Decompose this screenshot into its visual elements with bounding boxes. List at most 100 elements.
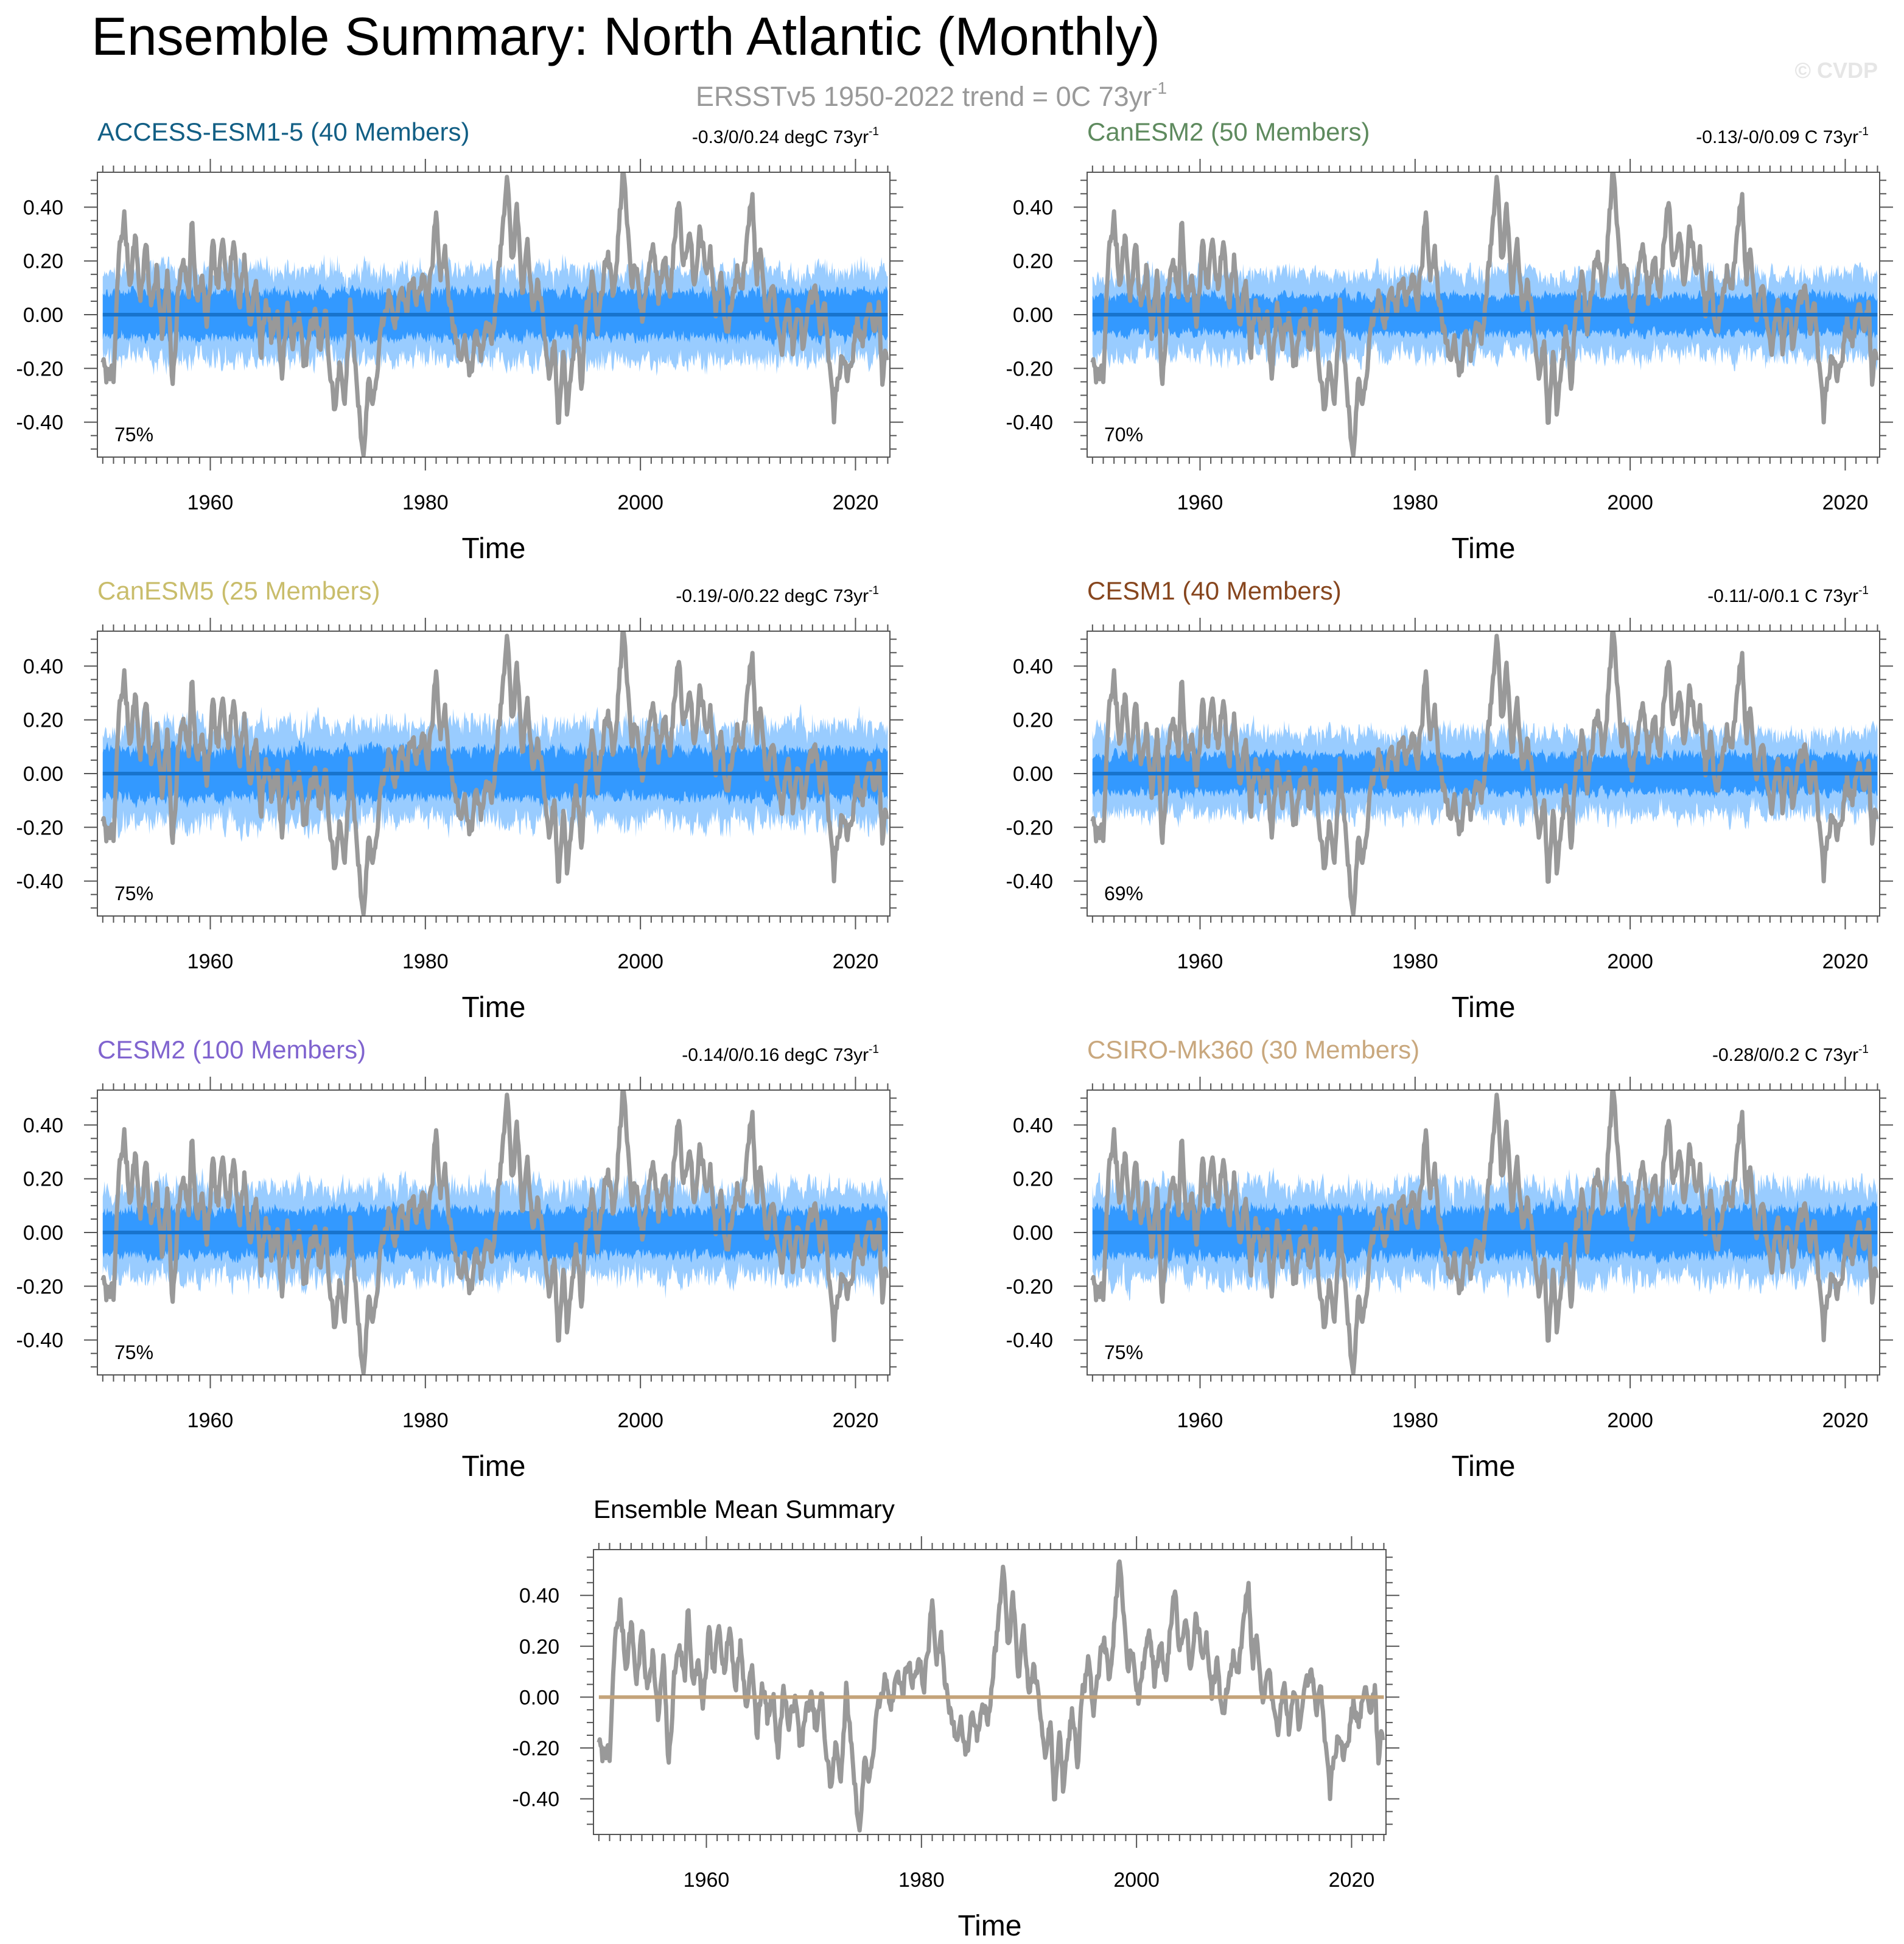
y-tick-label: 0.00 <box>23 1222 63 1245</box>
y-tick-label: 0.00 <box>23 763 63 786</box>
x-tick-label: 1980 <box>402 491 449 514</box>
y-tick-label: -0.20 <box>1006 1275 1054 1298</box>
plot-area <box>1090 172 1879 457</box>
panel-title: ACCESS-ESM1-5 (40 Members) <box>97 117 469 146</box>
figure-subtitle-main: ERSSTv5 1950-2022 trend = 0C 73yr <box>696 81 1152 112</box>
x-tick-label: 2000 <box>1607 950 1653 973</box>
x-tick-label: 2000 <box>1607 1409 1653 1432</box>
y-tick-label: -0.40 <box>1006 411 1054 435</box>
trend-label: -0.3/0/0.24 degC 73yr-1 <box>692 125 879 147</box>
figure-title: Ensemble Summary: North Atlantic (Monthl… <box>91 6 1160 66</box>
y-tick-label: -0.40 <box>16 411 64 435</box>
y-tick-label: 0.40 <box>1013 196 1053 219</box>
plot-area <box>100 1090 889 1375</box>
panel-canesm2: 0.40 0.20 0.00 -0.20 -0.40 1960 1980 2000 2020 Ti… <box>1006 117 1893 565</box>
x-axis-label: Time <box>462 991 526 1024</box>
panel-title: CESM1 (40 Members) <box>1087 576 1342 605</box>
x-axis-label: Time <box>1452 1450 1516 1483</box>
x-tick-label: 2020 <box>1822 950 1869 973</box>
y-tick-label: 0.40 <box>23 655 63 678</box>
trend-label-main: -0.11/-0/0.1 C 73yr <box>1707 586 1858 606</box>
trend-label: -0.13/-0/0.09 C 73yr-1 <box>1696 125 1869 147</box>
plot-area <box>597 1559 1385 1833</box>
x-tick-label: 1980 <box>1392 1409 1438 1432</box>
panel-title: CanESM2 (50 Members) <box>1087 117 1370 146</box>
plot-area <box>100 631 889 916</box>
panel-ensemble-mean-summary: 0.40 0.20 0.00 -0.20 -0.40 1960 1980 2000 2020 Ti… <box>513 1495 1399 1942</box>
panel-access-esm1-5: 0.40 0.20 0.00 -0.20 -0.40 1960 1980 2000 2020 Ti… <box>16 117 903 565</box>
x-tick-label: 2020 <box>1822 491 1869 514</box>
y-tick-label: -0.20 <box>16 816 64 839</box>
x-tick-label: 2020 <box>833 950 879 973</box>
y-tick-label: 0.00 <box>1013 763 1053 786</box>
trend-label: -0.11/-0/0.1 C 73yr-1 <box>1707 584 1869 606</box>
panel-title: Ensemble Mean Summary <box>593 1495 895 1523</box>
x-tick-label: 2000 <box>617 1409 663 1432</box>
y-tick-label: -0.40 <box>513 1788 560 1811</box>
x-axis-label: Time <box>1452 533 1516 565</box>
percent-label: 75% <box>114 424 153 446</box>
x-tick-label: 1980 <box>1392 950 1438 973</box>
x-tick-label: 1960 <box>187 1409 234 1432</box>
x-tick-label: 2000 <box>617 491 663 514</box>
trend-label-sup: -1 <box>1858 125 1869 138</box>
trend-label-main: -0.13/-0/0.09 C 73yr <box>1696 127 1858 147</box>
x-tick-label: 2000 <box>1113 1869 1160 1892</box>
y-tick-label: -0.20 <box>16 1275 64 1298</box>
panel-title: CanESM5 (25 Members) <box>97 576 380 605</box>
x-tick-label: 1960 <box>1177 491 1223 514</box>
y-tick-label: 0.40 <box>23 196 63 219</box>
percent-label: 75% <box>1104 1341 1143 1363</box>
x-tick-label: 2000 <box>1607 491 1653 514</box>
x-axis-label: Time <box>462 1450 526 1483</box>
trend-label-main: -0.3/0/0.24 degC 73yr <box>692 127 869 147</box>
x-tick-label: 1980 <box>402 950 449 973</box>
plot-frame <box>593 1549 1387 1835</box>
plot-area <box>100 172 889 457</box>
y-tick-label: 0.20 <box>23 250 63 273</box>
y-tick-label: -0.40 <box>16 870 64 893</box>
x-tick-label: 1960 <box>1177 950 1223 973</box>
y-tick-label: -0.20 <box>16 357 64 380</box>
y-tick-label: 0.40 <box>1013 655 1053 678</box>
y-tick-label: -0.20 <box>1006 357 1054 380</box>
x-tick-label: 1960 <box>684 1869 730 1892</box>
percent-label: 69% <box>1104 883 1143 904</box>
panel-title: CESM2 (100 Members) <box>97 1035 366 1064</box>
x-tick-label: 1960 <box>187 950 234 973</box>
y-tick-label: -0.40 <box>1006 870 1054 893</box>
x-axis-label: Time <box>1452 991 1516 1024</box>
figure-subtitle: ERSSTv5 1950-2022 trend = 0C 73yr-1 <box>696 79 1167 112</box>
trend-label-main: -0.19/-0/0.22 degC 73yr <box>676 586 869 606</box>
y-tick-label: 0.20 <box>519 1635 559 1659</box>
y-tick-label: 0.00 <box>519 1686 559 1709</box>
plot-area <box>1090 631 1879 916</box>
y-tick-label: 0.00 <box>1013 304 1053 327</box>
x-tick-label: 1980 <box>402 1409 449 1432</box>
panel-cesm2: 0.40 0.20 0.00 -0.20 -0.40 1960 1980 2000 2020 Ti… <box>16 1035 903 1483</box>
cvdp-watermark: © CVDP <box>1794 58 1878 83</box>
y-tick-label: 0.20 <box>23 709 63 732</box>
x-tick-label: 2000 <box>617 950 663 973</box>
y-tick-label: 0.40 <box>23 1114 63 1137</box>
trend-label-main: -0.14/0/0.16 degC 73yr <box>682 1045 869 1065</box>
y-tick-label: -0.20 <box>1006 816 1054 839</box>
x-axis-label: Time <box>462 533 526 565</box>
panels-container: 0.40 0.20 0.00 -0.20 -0.40 1960 1980 2000 2020 Ti… <box>16 117 1893 1942</box>
trend-label-main: -0.28/0/0.2 C 73yr <box>1712 1045 1858 1065</box>
figure-subtitle-sup: -1 <box>1152 79 1167 97</box>
y-tick-label: -0.40 <box>1006 1329 1054 1352</box>
x-tick-label: 1980 <box>898 1869 945 1892</box>
y-tick-label: 0.00 <box>23 304 63 327</box>
y-tick-label: 0.20 <box>1013 709 1053 732</box>
trend-label-sup: -1 <box>869 584 879 597</box>
percent-label: 75% <box>114 1341 153 1363</box>
trend-label: -0.28/0/0.2 C 73yr-1 <box>1712 1043 1869 1065</box>
panel-canesm5: 0.40 0.20 0.00 -0.20 -0.40 1960 1980 2000 2020 Ti… <box>16 576 903 1024</box>
y-tick-label: 0.00 <box>1013 1222 1053 1245</box>
plot-area <box>1090 1090 1879 1375</box>
x-tick-label: 2020 <box>833 1409 879 1432</box>
y-tick-label: 0.40 <box>1013 1114 1053 1137</box>
x-tick-label: 2020 <box>833 491 879 514</box>
